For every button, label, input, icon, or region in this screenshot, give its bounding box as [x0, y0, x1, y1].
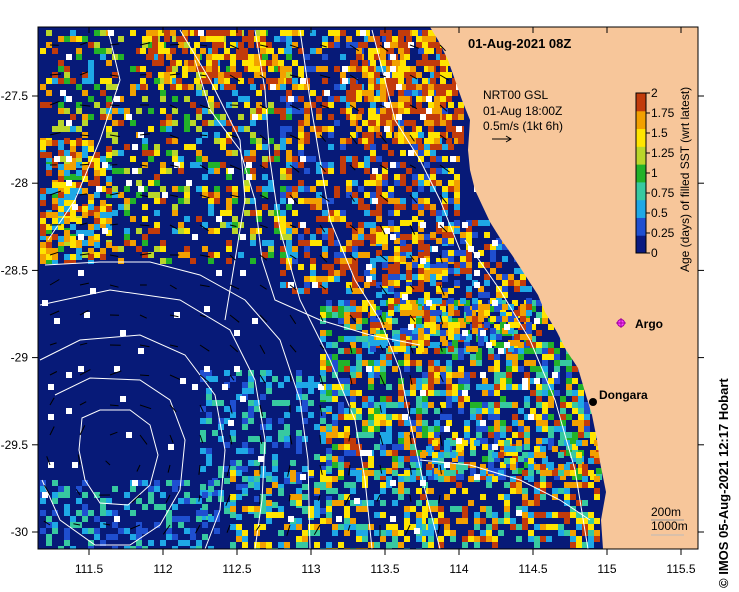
x-tick-label: 114.5	[518, 562, 547, 576]
colorbar-tick-label: 1.5	[651, 126, 668, 140]
credit-line: © IMOS 05-Aug-2021 12:17 Hobart	[716, 378, 731, 588]
x-tick-label: 115.5	[666, 562, 695, 576]
x-axis: 111.5 112 112.5 113 113.5 114 114.5 115 115.5	[75, 27, 696, 576]
x-tick-label: 112.5	[222, 562, 251, 576]
depth-legend-1000m: 1000m	[651, 519, 688, 533]
y-tick-label: -29	[11, 351, 29, 365]
land-mass	[430, 27, 698, 549]
current-label-line1: NRT00 GSL	[483, 88, 548, 102]
colorbar-swatch	[636, 217, 646, 236]
x-tick-label: 113.5	[370, 562, 399, 576]
x-tick-label: 111.5	[75, 562, 104, 576]
y-tick-label: -30	[11, 525, 29, 539]
colorbar-tick-label: 0.25	[651, 226, 675, 240]
colorbar-title: Age (days) of filled SST (wrt latest)	[678, 87, 692, 272]
map-title: 01-Aug-2021 08Z	[468, 36, 571, 51]
y-tick-label: -29.5	[1, 438, 29, 452]
colorbar-tick-label: 1	[651, 166, 658, 180]
colorbar-tick-label: 1.25	[651, 146, 675, 160]
y-tick-label: -27.5	[1, 89, 29, 103]
y-tick-label: -28	[11, 176, 29, 190]
contour-lines	[39, 29, 591, 549]
colorbar: 0 0.25 0.5 0.75 1 1.25 1.5 1.75 2	[635, 86, 675, 260]
colorbar-swatch	[636, 93, 646, 112]
colorbar-tick-label: 1.75	[651, 106, 675, 120]
argo-marker	[616, 318, 626, 328]
depth-legend-200m: 200m	[651, 505, 681, 519]
current-vectors	[43, 42, 450, 537]
colorbar-swatch	[636, 181, 646, 201]
colorbar-tick-label: 0	[651, 246, 658, 260]
colorbar-tick-label: 2	[651, 86, 658, 100]
dongara-marker	[589, 398, 597, 406]
y-tick-label: -28.5	[1, 263, 29, 277]
credit-text: IMOS 05-Aug-2021 12:17 Hobart	[716, 378, 731, 575]
colorbar-tick-label: 0.5	[651, 206, 668, 220]
colorbar-swatch	[636, 146, 646, 165]
dongara-label: Dongara	[599, 388, 648, 402]
plot-frame	[37, 26, 699, 550]
colorbar-swatch	[636, 164, 646, 183]
current-label-line3: 0.5m/s (1kt 6h)	[483, 119, 563, 133]
copyright-symbol: ©	[716, 578, 731, 588]
x-tick-label: 115	[597, 562, 616, 576]
colorbar-swatch	[636, 235, 646, 254]
x-tick-label: 112	[153, 562, 172, 576]
argo-label: Argo	[635, 317, 663, 331]
colorbar-swatch	[636, 199, 646, 218]
sst-age-patches	[40, 30, 602, 549]
x-tick-label: 113	[301, 562, 320, 576]
colorbar-tick-label: 0.75	[651, 186, 675, 200]
x-tick-label: 114	[449, 562, 468, 576]
current-label-line2: 01-Aug 18:00Z	[483, 104, 562, 118]
colorbar-swatch	[636, 110, 646, 130]
colorbar-swatch	[636, 128, 646, 147]
y-axis: -27.5 -28 -28.5 -29 -29.5 -30	[1, 89, 704, 539]
current-scale-arrow	[492, 135, 512, 143]
